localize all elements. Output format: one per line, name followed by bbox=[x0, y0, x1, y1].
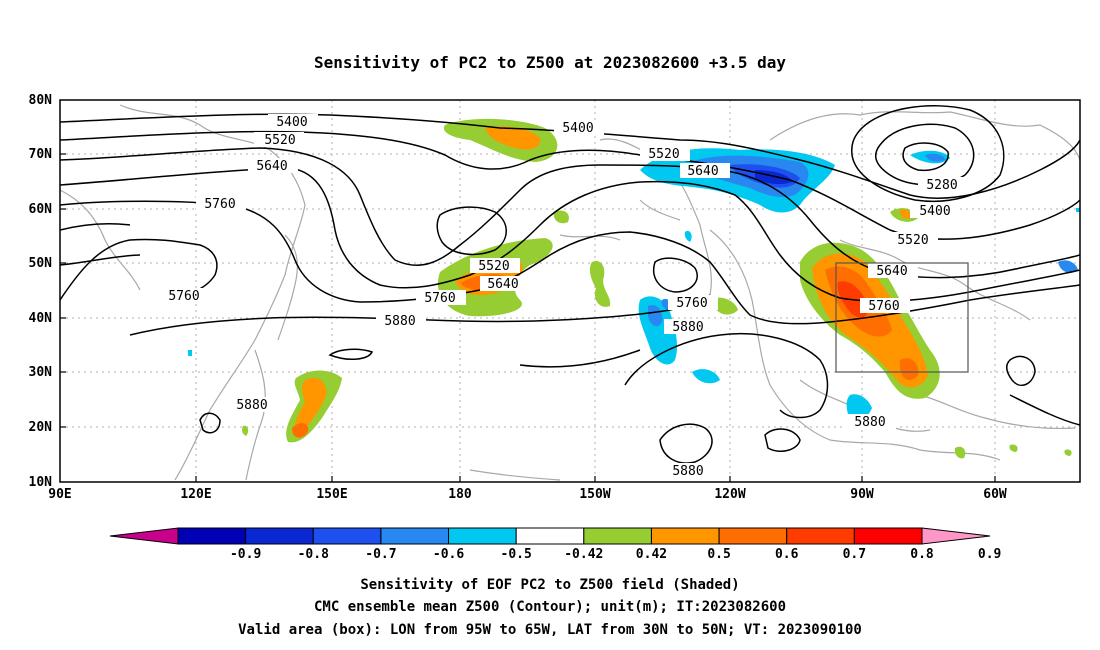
contour-label: 5520 bbox=[897, 233, 928, 248]
map-frame bbox=[59, 99, 1081, 483]
colorbar-tick-label: -0.5 bbox=[501, 547, 532, 562]
contour-label: 5760 bbox=[676, 296, 707, 311]
contour-label: 5880 bbox=[672, 320, 703, 335]
lat-tick-label: 20N bbox=[29, 420, 53, 435]
colorbar-tick-label: 0.9 bbox=[978, 547, 1001, 562]
contour-label: 5280 bbox=[926, 178, 957, 193]
colorbar-segment bbox=[448, 527, 517, 545]
colorbar-tick-label: 0.42 bbox=[636, 547, 667, 562]
contour-label: 5520 bbox=[478, 259, 509, 274]
footer-line-2: CMC ensemble mean Z500 (Contour); unit(m… bbox=[314, 599, 786, 615]
contour-label: 5640 bbox=[487, 277, 518, 292]
contour-label: 5880 bbox=[384, 314, 415, 329]
colorbar-tick-label: -0.9 bbox=[230, 547, 261, 562]
lon-tick-label: 180 bbox=[448, 487, 472, 502]
contour-label: 5520 bbox=[648, 147, 679, 162]
contour-label: 5400 bbox=[919, 204, 950, 219]
colorbar-max-arrow bbox=[921, 527, 991, 545]
lon-tick-label: 150E bbox=[316, 487, 347, 502]
colorbar-tick-label: -0.7 bbox=[365, 547, 396, 562]
longitude-labels: 90E 120E 150E 180 150W 120W 90W 60W bbox=[48, 487, 1007, 502]
colorbar-segment bbox=[718, 527, 788, 545]
colorbar-tick-label: -0.8 bbox=[298, 547, 329, 562]
contour-label: 5880 bbox=[672, 464, 703, 479]
lon-tick-label: 120W bbox=[714, 487, 745, 502]
colorbar-segment bbox=[853, 527, 923, 545]
footer-line-1: Sensitivity of EOF PC2 to Z500 field (Sh… bbox=[360, 577, 739, 593]
figure-title: Sensitivity of PC2 to Z500 at 2023082600… bbox=[314, 53, 786, 72]
colorbar-segment bbox=[786, 527, 855, 545]
lon-tick-label: 150W bbox=[579, 487, 610, 502]
colorbar-tick-label: 0.7 bbox=[843, 547, 866, 562]
colorbar-segment bbox=[312, 527, 382, 545]
lat-tick-label: 40N bbox=[29, 311, 53, 326]
lat-tick-label: 70N bbox=[29, 147, 53, 162]
contour-label: 5400 bbox=[276, 115, 307, 130]
contour-label: 5760 bbox=[168, 289, 199, 304]
latitude-labels: 80N 70N 60N 50N 40N 30N 20N 10N bbox=[29, 93, 53, 490]
contour-label: 5760 bbox=[868, 299, 899, 314]
contour-label: 5640 bbox=[687, 164, 718, 179]
colorbar-segment bbox=[245, 527, 314, 545]
colorbar-tick-label: -0.6 bbox=[433, 547, 464, 562]
contour-label: 5640 bbox=[876, 264, 907, 279]
contour-label: 5880 bbox=[854, 415, 885, 430]
colorbar-min-arrow bbox=[109, 527, 179, 545]
contour-label: 5760 bbox=[204, 197, 235, 212]
shaded-sensitivity bbox=[188, 118, 1080, 459]
colorbar bbox=[109, 527, 991, 545]
lon-tick-label: 60W bbox=[983, 487, 1007, 502]
lon-tick-label: 90E bbox=[48, 487, 71, 502]
contour-label: 5520 bbox=[264, 133, 295, 148]
lat-tick-label: 30N bbox=[29, 365, 53, 380]
lat-tick-label: 60N bbox=[29, 202, 53, 217]
colorbar-tick-label: -0.42 bbox=[564, 547, 603, 562]
lat-tick-label: 10N bbox=[29, 475, 53, 490]
contour-label: 5760 bbox=[424, 291, 455, 306]
colorbar-segment bbox=[515, 527, 585, 545]
contour-label: 5640 bbox=[256, 159, 287, 174]
colorbar-tick-label: 0.6 bbox=[775, 547, 799, 562]
colorbar-segment bbox=[650, 527, 720, 545]
contour-labels: 5400 5400 5520 5520 5640 5760 5760 5880 … bbox=[160, 114, 968, 479]
lat-tick-label: 50N bbox=[29, 256, 53, 271]
valid-area-box bbox=[835, 262, 969, 373]
axis-ticks bbox=[60, 153, 996, 482]
colorbar-segment bbox=[583, 527, 652, 545]
lon-tick-label: 90W bbox=[850, 487, 874, 502]
colorbar-tick-label: 0.8 bbox=[910, 547, 934, 562]
coastlines bbox=[60, 104, 1080, 481]
contour-label: 5880 bbox=[236, 398, 267, 413]
footer-line-3: Valid area (box): LON from 95W to 65W, L… bbox=[238, 622, 862, 638]
colorbar-segment bbox=[380, 527, 450, 545]
colorbar-labels: -0.9 -0.8 -0.7 -0.6 -0.5 -0.42 0.42 0.5 0.6 0.7 0.… bbox=[230, 547, 1001, 562]
contour-label: 5400 bbox=[562, 121, 593, 136]
lon-tick-label: 120E bbox=[180, 487, 211, 502]
colorbar-segment bbox=[177, 527, 247, 545]
colorbar-tick-label: 0.5 bbox=[707, 547, 730, 562]
lat-tick-label: 80N bbox=[29, 93, 53, 108]
